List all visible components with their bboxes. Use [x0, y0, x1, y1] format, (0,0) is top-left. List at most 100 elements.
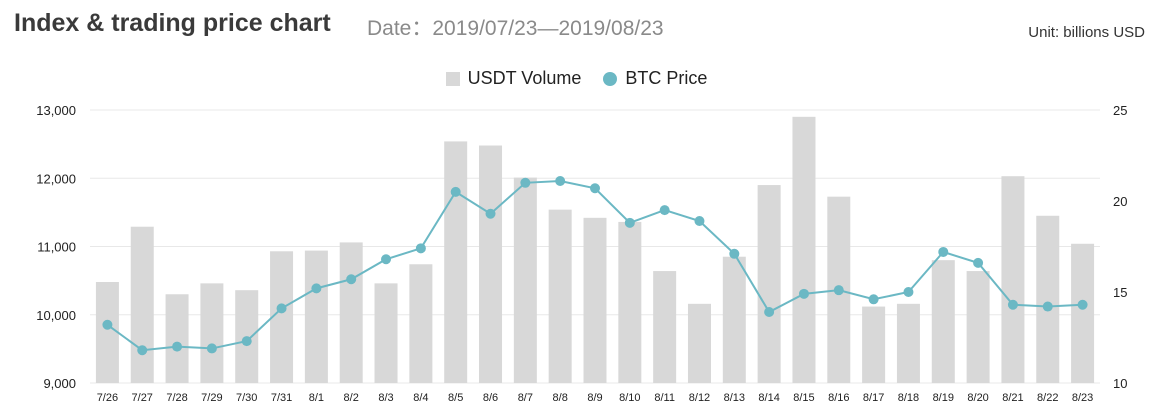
x-tick-label: 8/19 [933, 392, 954, 404]
chart-legend: USDT Volume BTC Price [0, 68, 1153, 89]
legend-swatch-volume [445, 71, 460, 86]
x-tick-label: 8/2 [344, 392, 359, 404]
volume-bar [409, 264, 433, 383]
price-point [798, 288, 809, 299]
x-tick-label: 8/10 [619, 392, 640, 404]
price-point [973, 257, 984, 268]
price-point [1007, 299, 1018, 310]
volume-bar [513, 177, 537, 383]
x-tick-label: 8/20 [967, 392, 988, 404]
price-point [276, 303, 287, 314]
x-tick-label: 7/31 [271, 392, 292, 404]
x-tick-label: 8/13 [724, 392, 745, 404]
price-point [624, 217, 635, 228]
volume-bar [653, 271, 677, 383]
volume-bar [966, 271, 990, 383]
volume-bar [95, 281, 119, 383]
price-point [868, 294, 879, 305]
y-right-tick-label: 20 [1113, 194, 1127, 209]
y-right-tick-label: 25 [1113, 103, 1127, 118]
price-point [485, 208, 496, 219]
x-tick-label: 7/27 [132, 392, 153, 404]
price-point [555, 175, 566, 186]
volume-bar [896, 303, 920, 383]
x-tick-label: 8/9 [587, 392, 602, 404]
price-point [102, 319, 113, 330]
price-point [903, 287, 914, 297]
y-left-tick-label: 11,000 [37, 240, 76, 255]
volume-bar [130, 226, 154, 383]
price-point [415, 243, 426, 254]
volume-bar [862, 306, 886, 383]
volume-bar [304, 250, 328, 383]
y-left-tick-label: 9,000 [43, 376, 76, 391]
price-point [520, 177, 531, 188]
volume-bar [722, 256, 746, 383]
x-tick-label: 8/1 [309, 392, 324, 404]
legend-item-volume[interactable]: USDT Volume [445, 68, 582, 89]
x-tick-label: 8/21 [1002, 392, 1023, 404]
x-tick-label: 8/7 [518, 392, 533, 404]
price-point [694, 216, 705, 227]
x-tick-label: 8/16 [828, 392, 849, 404]
volume-bar [479, 145, 503, 383]
price-point [659, 205, 670, 216]
x-tick-label: 8/18 [898, 392, 919, 404]
legend-label-price: BTC Price [625, 68, 708, 88]
price-point [833, 285, 844, 296]
y-right-tick-label: 10 [1113, 376, 1127, 391]
price-point [311, 283, 322, 294]
volume-bar [374, 283, 398, 383]
volume-bar [792, 116, 816, 383]
x-tick-label: 8/3 [378, 392, 393, 404]
unit-label: Unit: billions USD [1028, 24, 1145, 41]
price-point [590, 183, 600, 194]
volume-bar [1071, 243, 1095, 383]
x-tick-label: 8/17 [863, 392, 884, 404]
price-point [938, 246, 949, 257]
x-tick-label: 7/28 [166, 392, 187, 404]
volume-bar [165, 294, 189, 383]
date-range: Date：2019/07/23—2019/08/23 [367, 17, 664, 40]
y-right-tick-label: 15 [1113, 285, 1127, 300]
x-tick-label: 8/4 [413, 392, 428, 404]
x-tick-label: 8/11 [654, 392, 675, 404]
price-point [1077, 299, 1088, 310]
y-left-tick-label: 10,000 [36, 308, 76, 323]
price-point [241, 336, 252, 347]
page-title: Index & trading price chart [14, 9, 331, 37]
price-point [1042, 301, 1053, 312]
volume-bar [618, 221, 642, 383]
volume-bar [583, 217, 607, 383]
x-tick-label: 8/15 [793, 392, 814, 404]
y-left-tick-label: 12,000 [36, 171, 76, 186]
legend-label-volume: USDT Volume [467, 68, 582, 88]
x-tick-label: 8/22 [1037, 392, 1058, 404]
legend-swatch-price [603, 71, 618, 86]
price-point [764, 307, 775, 318]
x-tick-label: 7/30 [236, 392, 257, 404]
price-point [450, 186, 461, 197]
price-point [381, 254, 392, 265]
price-point [206, 343, 217, 354]
volume-bar [931, 260, 955, 383]
y-left-tick-label: 13,000 [36, 103, 76, 118]
x-tick-label: 8/6 [483, 392, 498, 404]
volume-bar [757, 185, 781, 383]
legend-item-price[interactable]: BTC Price [603, 68, 707, 89]
volume-bar [270, 251, 294, 383]
x-tick-label: 8/23 [1072, 392, 1093, 404]
x-tick-label: 8/5 [448, 392, 463, 404]
volume-bar [444, 141, 468, 383]
volume-bar [1001, 176, 1025, 383]
x-tick-label: 8/12 [689, 392, 710, 404]
price-point [137, 345, 148, 356]
x-tick-label: 7/29 [201, 392, 222, 404]
x-tick-label: 8/14 [758, 392, 779, 404]
volume-bar [548, 209, 572, 383]
x-tick-label: 8/8 [553, 392, 568, 404]
volume-bar [339, 242, 363, 383]
volume-bar [200, 283, 224, 383]
x-tick-label: 7/26 [97, 392, 118, 404]
